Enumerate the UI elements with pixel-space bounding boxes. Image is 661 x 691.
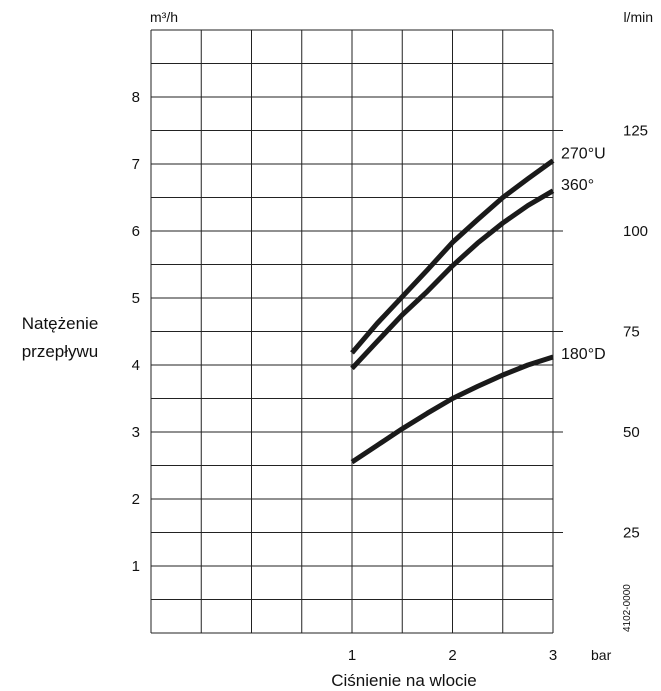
y-tick-label: 4 [132, 357, 140, 374]
series-labels: 270°U 360° 180°D [561, 146, 606, 363]
y2-tick-label: 50 [623, 424, 640, 441]
series-line [350, 354, 554, 465]
y-tick-label: 6 [132, 223, 140, 240]
y-tick-labels: 1 2 3 4 5 6 7 8 [132, 89, 140, 575]
series-line [350, 158, 555, 355]
y2-tick-label: 75 [623, 324, 640, 341]
series-line [350, 188, 555, 371]
y-tick-label: 8 [132, 89, 140, 106]
y-axis-label-line1: Natężenie [22, 314, 99, 333]
series-label: 180°D [561, 346, 606, 363]
y-tick-label: 3 [132, 424, 140, 441]
x-unit: bar [591, 647, 612, 663]
y2-tick-label: 100 [623, 223, 648, 240]
x-tick-label: 2 [448, 647, 456, 664]
series-label: 270°U [561, 146, 606, 163]
y-axis-label-line2: przepływu [22, 342, 99, 361]
series-label: 360° [561, 177, 594, 194]
y-unit-left: m³/h [150, 9, 178, 25]
y2-tick-label: 125 [623, 123, 648, 140]
y-tick-label: 7 [132, 156, 140, 173]
y2-tick-labels: 25 50 75 100 125 [553, 123, 648, 542]
x-tick-label: 1 [348, 647, 356, 664]
x-tick-label: 3 [549, 647, 557, 664]
x-axis-label: Ciśnienie na wlocie [331, 671, 477, 690]
grid [150, 29, 554, 634]
y-unit-right: l/min [623, 9, 653, 25]
series-lines [350, 158, 555, 465]
y2-tick-label: 25 [623, 525, 640, 542]
figure-code: 4102-0000 [622, 584, 633, 632]
x-tick-labels: 1 2 3 [348, 647, 557, 664]
y-tick-label: 1 [132, 558, 140, 575]
y-tick-label: 2 [132, 491, 140, 508]
y-tick-label: 5 [132, 290, 140, 307]
